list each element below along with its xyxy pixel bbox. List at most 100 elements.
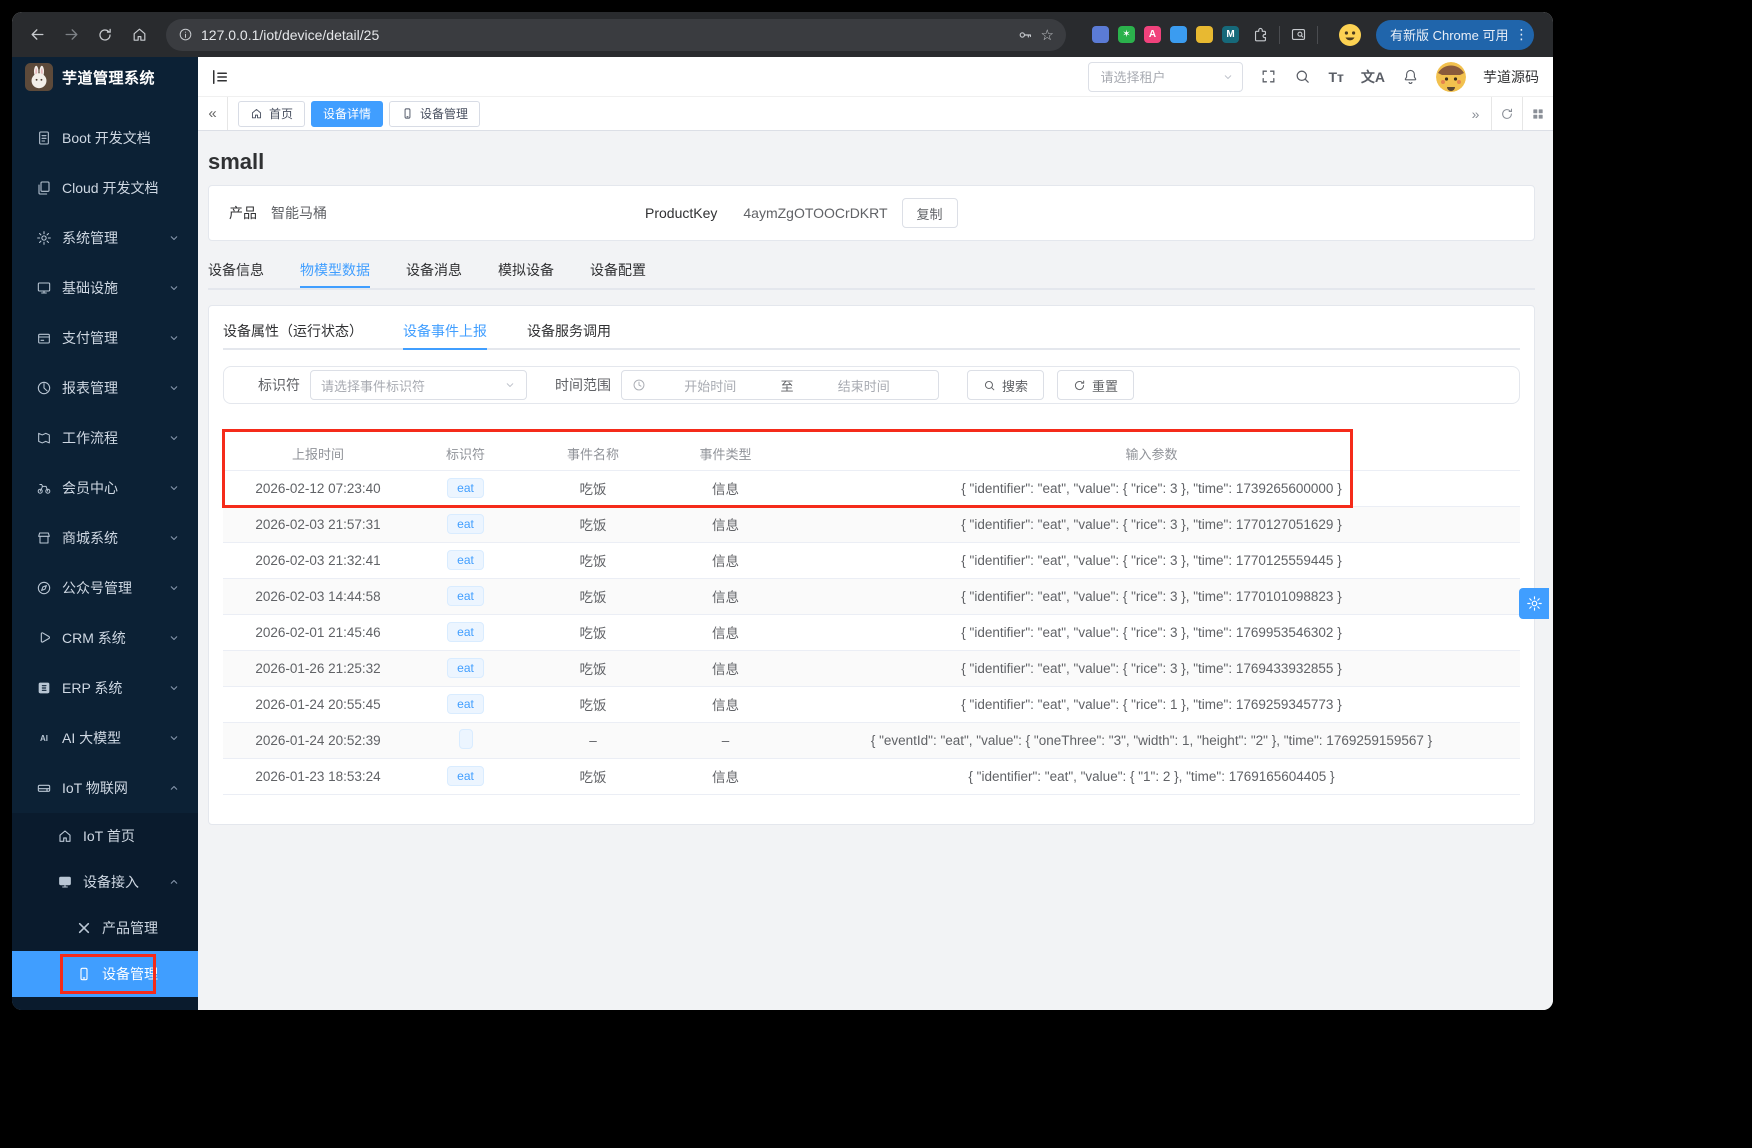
tab[interactable]: 设备配置	[590, 262, 646, 278]
column-header: 输入参数	[783, 437, 1520, 471]
sidebar-item[interactable]: 设备管理	[12, 951, 198, 997]
tab[interactable]: 模拟设备	[498, 262, 554, 278]
cell-event-name: 吃饭	[518, 470, 668, 507]
identifier-select[interactable]: 请选择事件标识符	[310, 370, 527, 400]
search-icon[interactable]	[1294, 68, 1311, 85]
time-range-picker[interactable]: 开始时间 至 结束时间	[621, 370, 939, 400]
sidebar-item[interactable]: 基础设施	[12, 263, 198, 313]
subtab[interactable]: 设备事件上报	[403, 318, 487, 350]
browser-reload-button[interactable]	[90, 20, 120, 50]
tags-more-icon[interactable]: »	[1471, 105, 1480, 122]
bell-icon[interactable]	[1402, 68, 1419, 85]
extension-icon[interactable]	[1196, 26, 1213, 43]
browser-home-button[interactable]	[124, 20, 154, 50]
logo-rabbit-icon	[25, 63, 53, 91]
address-bar[interactable]: 127.0.0.1/iot/device/detail/25 ☆	[166, 18, 1066, 51]
sidebar-item[interactable]: 支付管理	[12, 313, 198, 363]
sidebar-item[interactable]: Cloud 开发文档	[12, 163, 198, 213]
chev-down-icon	[168, 432, 180, 444]
sidebar-item[interactable]: CRM 系统	[12, 613, 198, 663]
end-time-placeholder[interactable]: 结束时间	[837, 378, 890, 394]
page-tab[interactable]: 设备详情	[311, 100, 384, 127]
browser-back-button[interactable]	[22, 20, 52, 50]
extension-icon[interactable]	[1170, 26, 1187, 43]
chrome-update-button[interactable]: 有新版 Chrome 可用 ⋮	[1376, 19, 1535, 50]
crm-icon	[36, 630, 52, 646]
cell-input-params: { "identifier": "eat", "value": { "rice"…	[783, 578, 1520, 615]
copy-button[interactable]: 复制	[901, 198, 958, 228]
sidebar-item[interactable]: ERP 系统	[12, 663, 198, 713]
phone-icon	[401, 107, 414, 120]
extension-icon[interactable]: ✶	[1118, 26, 1135, 43]
tab[interactable]: 设备信息	[208, 262, 264, 278]
refresh-page-icon[interactable]	[1491, 97, 1522, 130]
page-tab[interactable]: 设备管理	[389, 100, 481, 127]
sidebar-item-label: CRM 系统	[62, 630, 126, 646]
tab[interactable]: 物模型数据	[300, 255, 370, 288]
password-key-icon[interactable]	[1017, 27, 1033, 43]
erp-icon	[36, 680, 52, 696]
sidebar-item[interactable]: IoT 首页	[12, 813, 198, 859]
subtab[interactable]: 设备服务调用	[527, 323, 611, 339]
site-info-icon[interactable]	[178, 27, 193, 42]
tab[interactable]: 设备消息	[406, 262, 462, 278]
browser-profile-avatar[interactable]	[1338, 23, 1362, 47]
layout-grid-icon[interactable]	[1522, 97, 1553, 130]
device-tabs: 设备信息 物模型数据 设备消息 模拟设备 设备配置	[208, 255, 1535, 290]
url-text[interactable]: 127.0.0.1/iot/device/detail/25	[201, 26, 380, 43]
cell-identifier	[413, 722, 518, 759]
sidebar-item-label: 工作流程	[62, 430, 118, 446]
settings-gear-button[interactable]	[1519, 588, 1549, 619]
translate-icon[interactable]: 文A	[1360, 68, 1385, 85]
sidebar-item[interactable]: 产品管理	[12, 905, 198, 951]
extension-icon[interactable]: M	[1222, 26, 1239, 43]
sidebar-item-label: 商城系统	[62, 530, 118, 546]
cell-input-params: { "identifier": "eat", "value": { "rice"…	[783, 470, 1520, 507]
tenant-select[interactable]: 请选择租户	[1088, 61, 1244, 92]
extensions-puzzle-icon[interactable]	[1252, 26, 1269, 43]
browser-menu-icon[interactable]: ⋮	[1514, 26, 1529, 42]
extension-icon[interactable]: A	[1144, 26, 1161, 43]
username[interactable]: 芋道源码	[1483, 68, 1539, 85]
sidebar-item-label: Cloud 开发文档	[62, 180, 159, 196]
column-header: 上报时间	[223, 437, 413, 471]
side-search-icon[interactable]	[1290, 26, 1307, 43]
sidebar-item-label: 支付管理	[62, 330, 118, 346]
sidebar-item[interactable]: 报表管理	[12, 363, 198, 413]
app-logo[interactable]: 芋道管理系统	[12, 57, 198, 97]
fullscreen-icon[interactable]	[1260, 68, 1277, 85]
cell-input-params: { "identifier": "eat", "value": { "rice"…	[783, 650, 1520, 687]
shop-icon	[36, 530, 52, 546]
tags-collapse-icon[interactable]: «	[198, 97, 228, 130]
sidebar-item-label: 公众号管理	[62, 580, 132, 596]
sidebar-item[interactable]: IoT 物联网	[12, 763, 198, 813]
mp-icon	[36, 580, 52, 596]
page-tab[interactable]: 首页	[238, 100, 306, 127]
browser-forward-button[interactable]	[56, 20, 86, 50]
font-size-icon[interactable]: Tт	[1328, 68, 1344, 85]
cell-identifier: eat	[413, 578, 518, 615]
sidebar-item[interactable]: AI 大模型	[12, 713, 198, 763]
sidebar-item[interactable]: Boot 开发文档	[12, 113, 198, 163]
sidebar-item[interactable]: 系统管理	[12, 213, 198, 263]
collapse-sidebar-icon[interactable]	[210, 67, 230, 87]
cell-report-time: 2026-02-03 21:32:41	[223, 542, 413, 579]
start-time-placeholder[interactable]: 开始时间	[684, 378, 737, 394]
reset-button[interactable]: 重置	[1057, 370, 1135, 400]
bookmark-star-icon[interactable]: ☆	[1040, 26, 1054, 44]
sidebar-item[interactable]: 会员中心	[12, 463, 198, 513]
app-navbar: 请选择租户 Tт 文A 芋道源码	[198, 57, 1553, 97]
sidebar-item[interactable]: 设备接入	[12, 859, 198, 905]
tab-label: 首页	[269, 107, 294, 121]
separator	[1317, 25, 1318, 44]
sidebar-item[interactable]: 公众号管理	[12, 563, 198, 613]
cell-report-time: 2026-02-01 21:45:46	[223, 614, 413, 651]
sidebar-item[interactable]: 工作流程	[12, 413, 198, 463]
app-title: 芋道管理系统	[62, 69, 156, 87]
extension-icon[interactable]	[1092, 26, 1109, 43]
table-row: 2026-01-26 21:25:32 eat 吃饭 信息 { "identif…	[223, 650, 1520, 687]
user-avatar[interactable]	[1436, 62, 1466, 92]
search-button[interactable]: 搜索	[967, 370, 1045, 400]
subtab[interactable]: 设备属性（运行状态）	[223, 323, 363, 339]
sidebar-item[interactable]: 商城系统	[12, 513, 198, 563]
